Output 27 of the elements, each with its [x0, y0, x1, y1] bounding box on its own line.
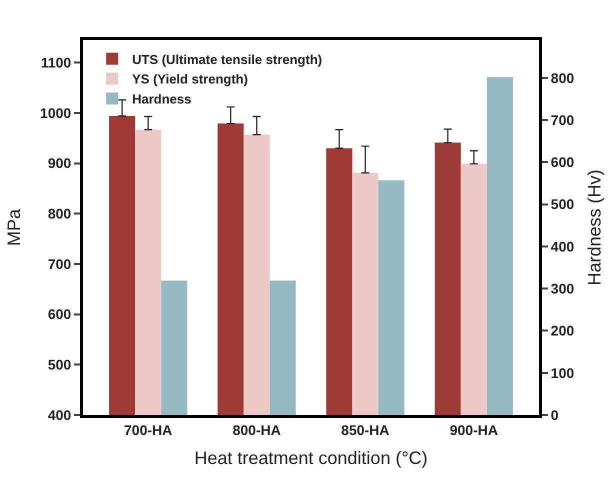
y-tick-label: 1100 [40, 54, 72, 71]
y2-tick-label: 300 [550, 280, 574, 296]
x-tick-label: 700-HA [124, 422, 172, 438]
y-tick-label: 400 [48, 406, 72, 423]
y-tick-label: 700 [48, 256, 72, 272]
y2-tick-label: 600 [550, 154, 574, 170]
y2-axis-title: Hardness (Hv) [584, 169, 604, 286]
x-tick-label: 800-HA [232, 422, 281, 438]
y2-tick-label: 700 [550, 112, 574, 128]
y2-tick-label: 500 [550, 196, 574, 212]
y2-tick-label: 0 [550, 406, 559, 423]
y-tick-label: 800 [48, 206, 72, 222]
x-axis-title: Heat treatment condition (°C) [194, 448, 428, 468]
x-tick-label: 900-HA [450, 422, 498, 438]
legend-label: Hardness [132, 92, 192, 107]
y2-tick-label: 800 [550, 70, 574, 86]
y-tick-label: 600 [48, 306, 72, 322]
legend-label: YS (Yield strength) [132, 72, 248, 87]
y-tick-label: 900 [48, 155, 72, 172]
y2-tick-label: 400 [550, 238, 574, 254]
y-axis-title: MPa [4, 208, 24, 246]
legend-label: UTS (Ultimate tensile strength) [132, 52, 322, 67]
y-tick-label: 1000 [40, 104, 72, 121]
y2-tick-label: 200 [550, 322, 574, 339]
y2-tick-label: 100 [550, 364, 574, 381]
y-tick-label: 500 [48, 356, 72, 373]
x-tick-label: 850-HA [341, 422, 390, 438]
